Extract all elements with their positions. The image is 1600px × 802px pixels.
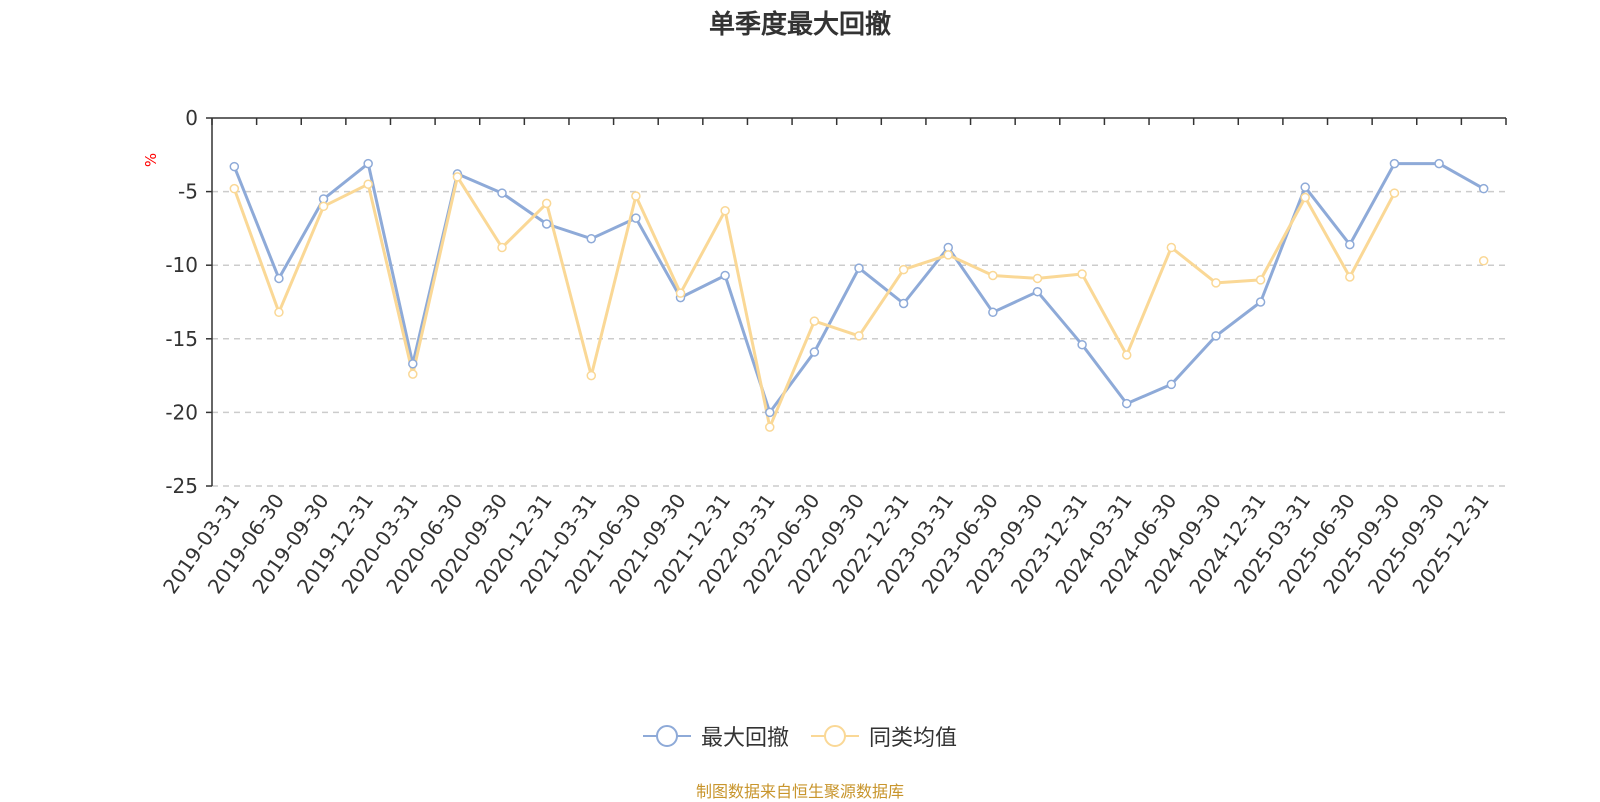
- data-point-series-1[interactable]: [765, 422, 775, 432]
- legend-line-circle-icon: [642, 725, 691, 747]
- data-point-series-1[interactable]: [1345, 272, 1355, 282]
- legend-item-max-drawdown[interactable]: 最大回撤: [642, 720, 789, 752]
- data-point-series-0[interactable]: [1121, 398, 1132, 409]
- data-point-series-0[interactable]: [720, 270, 730, 281]
- data-point-series-0[interactable]: [631, 213, 641, 223]
- data-point-series-0[interactable]: [229, 161, 240, 172]
- y-tick-label: -5: [178, 180, 198, 204]
- data-point-series-0[interactable]: [497, 188, 507, 198]
- data-point-series-1[interactable]: [943, 250, 953, 260]
- data-point-series-0[interactable]: [1255, 297, 1266, 307]
- data-point-series-1[interactable]: [720, 205, 730, 216]
- data-point-series-1[interactable]: [854, 331, 864, 341]
- data-point-series-1[interactable]: [1166, 242, 1177, 253]
- legend-line-circle-icon: [811, 725, 859, 747]
- data-point-series-0[interactable]: [1032, 286, 1043, 297]
- data-point-series-0[interactable]: [1389, 158, 1400, 169]
- data-source-note: 制图数据来自恒生聚源数据库: [695, 782, 904, 801]
- data-point-series-0[interactable]: [1211, 331, 1221, 341]
- data-point-series-1[interactable]: [497, 242, 507, 253]
- data-point-series-0[interactable]: [1300, 182, 1310, 192]
- data-point-series-1[interactable]: [898, 264, 909, 275]
- data-point-series-0[interactable]: [274, 273, 284, 284]
- data-point-series-1[interactable]: [541, 198, 552, 209]
- data-point-series-0[interactable]: [988, 307, 998, 318]
- y-tick-label: -15: [165, 327, 198, 351]
- data-point-series-1[interactable]: [1077, 269, 1087, 279]
- data-point-series-0[interactable]: [1478, 183, 1489, 194]
- y-tick-label: -25: [165, 474, 198, 498]
- data-point-series-1[interactable]: [1032, 273, 1043, 284]
- data-point-series-1[interactable]: [586, 370, 597, 381]
- y-tick-label: 0: [185, 106, 198, 130]
- data-point-series-1[interactable]: [318, 201, 329, 212]
- line-chart: 0-5-10-15-20-252019-03-312019-06-302019-…: [142, 106, 1507, 598]
- data-point-series-0[interactable]: [541, 219, 552, 229]
- y-axis-label: %: [142, 153, 160, 167]
- legend-label-peer-average: 同类均值: [869, 726, 958, 751]
- data-point-series-0[interactable]: [1077, 339, 1087, 350]
- data-point-series-1[interactable]: [1255, 275, 1266, 285]
- data-point-series-1[interactable]: [1389, 188, 1400, 198]
- data-point-series-1[interactable]: [1300, 192, 1310, 203]
- data-point-series-0[interactable]: [1166, 379, 1177, 390]
- data-point-series-0[interactable]: [809, 347, 820, 357]
- data-point-series-1[interactable]: [452, 172, 463, 182]
- data-point-series-1[interactable]: [631, 191, 641, 201]
- legend-item-peer-average[interactable]: 同类均值: [811, 720, 957, 752]
- data-point-series-1[interactable]: [363, 179, 373, 189]
- series-line-1: [234, 177, 1483, 427]
- legend-label-max-drawdown: 最大回撤: [700, 726, 789, 751]
- chart-legend: 最大回撤 同类均值: [0, 720, 1600, 752]
- chart-title: 单季度最大回撤: [708, 10, 891, 40]
- data-point-series-0[interactable]: [363, 158, 373, 169]
- data-point-series-1[interactable]: [1211, 278, 1221, 288]
- y-tick-label: -20: [165, 400, 198, 424]
- data-point-series-1[interactable]: [229, 183, 240, 194]
- data-point-series-0[interactable]: [586, 233, 597, 244]
- data-point-series-1[interactable]: [1478, 256, 1489, 266]
- data-point-series-1[interactable]: [675, 288, 686, 298]
- y-tick-label: -10: [165, 253, 198, 277]
- data-point-series-0[interactable]: [1345, 239, 1355, 250]
- data-point-series-0[interactable]: [1434, 158, 1444, 169]
- data-point-series-1[interactable]: [408, 369, 418, 379]
- data-point-series-1[interactable]: [809, 316, 820, 326]
- data-point-series-1[interactable]: [274, 307, 284, 318]
- data-point-series-0[interactable]: [408, 359, 418, 369]
- data-point-series-0[interactable]: [765, 407, 775, 418]
- data-point-series-1[interactable]: [988, 270, 998, 281]
- data-point-series-0[interactable]: [854, 263, 864, 273]
- data-point-series-1[interactable]: [1121, 350, 1132, 360]
- series-line-0: [232, 162, 1485, 414]
- data-point-series-0[interactable]: [898, 298, 909, 309]
